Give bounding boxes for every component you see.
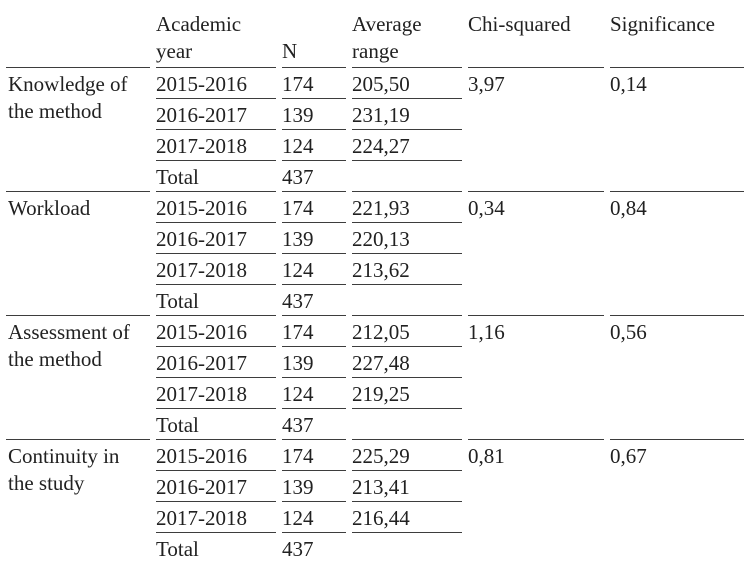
avg-range-cell: 219,25 xyxy=(352,378,462,409)
year-cell: 2016-2017 xyxy=(156,471,276,502)
header-chi-squared: Chi-squared xyxy=(468,6,604,68)
total-n-cell: 437 xyxy=(282,285,346,316)
avg-range-cell: 212,05 xyxy=(352,316,462,347)
significance-cell: 0,56 xyxy=(610,316,744,440)
table-row: 2016-2017 139 227,48 xyxy=(6,347,744,378)
year-cell: 2016-2017 xyxy=(156,223,276,254)
n-cell: 139 xyxy=(282,471,346,502)
row-label: Knowledge of the method xyxy=(6,68,150,192)
header-academic-year: Academic year xyxy=(156,6,276,68)
significance-cell: 0,14 xyxy=(610,68,744,192)
empty-cell xyxy=(352,409,462,440)
avg-range-cell: 216,44 xyxy=(352,502,462,533)
table-row: Assessment of the method 2015-2016 174 2… xyxy=(6,316,744,440)
table-row: Workload 2015-2016 174 221,93 0,34 0,84 xyxy=(6,192,744,316)
table-row: Knowledge of the method 2015-2016 174 20… xyxy=(6,68,744,192)
avg-range-cell: 221,93 xyxy=(352,192,462,223)
header-row-label xyxy=(6,6,150,68)
avg-range-cell: 225,29 xyxy=(352,440,462,471)
n-cell: 124 xyxy=(282,130,346,161)
year-cell: 2017-2018 xyxy=(156,130,276,161)
n-cell: 174 xyxy=(282,192,346,223)
total-n-cell: 437 xyxy=(282,409,346,440)
avg-range-cell: 220,13 xyxy=(352,223,462,254)
total-row: Total 437 xyxy=(6,533,744,563)
table-row: Continuity in the study 2015-2016 174 22… xyxy=(6,440,744,495)
chi-squared-cell: 0,81 xyxy=(468,444,505,468)
n-cell: 139 xyxy=(282,99,346,130)
avg-range-cell: 227,48 xyxy=(352,347,462,378)
empty-cell xyxy=(352,285,462,316)
n-cell: 174 xyxy=(282,440,346,471)
year-cell: 2016-2017 xyxy=(156,347,276,378)
year-cell: 2017-2018 xyxy=(156,502,276,533)
total-n-cell: 437 xyxy=(282,161,346,192)
chi-squared-cell: 0,34 xyxy=(468,192,604,316)
table-row: 2017-2018 124 216,44 xyxy=(6,502,744,533)
table-row: 2017-2018 124 213,62 xyxy=(6,254,744,285)
header-significance: Significance xyxy=(610,6,744,68)
total-label: Total xyxy=(156,409,276,440)
avg-range-cell: 205,50 xyxy=(352,68,462,99)
avg-range-cell: 224,27 xyxy=(352,130,462,161)
year-cell: 2015-2016 xyxy=(156,192,276,223)
year-cell: 2015-2016 xyxy=(156,316,276,347)
n-cell: 139 xyxy=(282,223,346,254)
n-cell: 124 xyxy=(282,502,346,533)
table-row: 2016-2017 139 213,41 xyxy=(6,471,744,502)
row-label: Assessment of the method xyxy=(6,316,150,440)
year-cell: 2017-2018 xyxy=(156,254,276,285)
total-row: Total 437 xyxy=(6,161,744,192)
empty-cell xyxy=(352,533,462,563)
significance-cell: 0,84 xyxy=(610,192,744,316)
total-row: Total 437 xyxy=(6,285,744,316)
header-row: Academic year N Average range Chi-square… xyxy=(6,6,744,68)
total-label: Total xyxy=(156,285,276,316)
avg-range-cell: 213,62 xyxy=(352,254,462,285)
n-cell: 174 xyxy=(282,316,346,347)
total-label: Total xyxy=(156,537,199,561)
year-cell: 2016-2017 xyxy=(156,99,276,130)
table-row: 2016-2017 139 231,19 xyxy=(6,99,744,130)
year-cell: 2017-2018 xyxy=(156,378,276,409)
table-row: 2016-2017 139 220,13 xyxy=(6,223,744,254)
results-table: Academic year N Average range Chi-square… xyxy=(0,6,750,563)
table-row: 2017-2018 124 219,25 xyxy=(6,378,744,409)
row-label: Continuity in the study xyxy=(8,444,120,495)
table-row: 2017-2018 124 224,27 xyxy=(6,130,744,161)
n-cell: 139 xyxy=(282,347,346,378)
avg-range-cell: 231,19 xyxy=(352,99,462,130)
header-n: N xyxy=(282,6,346,68)
n-cell: 174 xyxy=(282,68,346,99)
total-label: Total xyxy=(156,161,276,192)
year-cell: 2015-2016 xyxy=(156,440,276,471)
total-n-cell: 437 xyxy=(282,537,314,561)
avg-range-cell: 213,41 xyxy=(352,471,462,502)
chi-squared-cell: 3,97 xyxy=(468,68,604,192)
n-cell: 124 xyxy=(282,378,346,409)
total-row: Total 437 xyxy=(6,409,744,440)
n-cell: 124 xyxy=(282,254,346,285)
row-label: Workload xyxy=(6,192,150,316)
document-page: Academic year N Average range Chi-square… xyxy=(0,6,750,565)
empty-cell xyxy=(352,161,462,192)
chi-squared-cell: 1,16 xyxy=(468,316,604,440)
year-cell: 2015-2016 xyxy=(156,68,276,99)
header-average-range: Average range xyxy=(352,6,462,68)
significance-cell: 0,67 xyxy=(610,444,647,468)
